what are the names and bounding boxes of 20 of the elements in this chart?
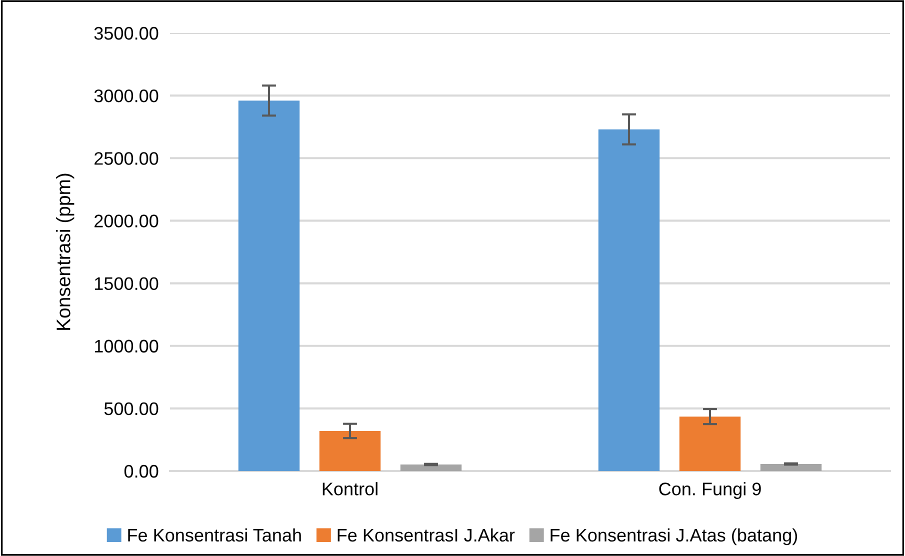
y-tick-label: 1500.00 <box>95 277 158 290</box>
y-tick-label: 1000.00 <box>95 340 158 353</box>
bar <box>679 416 741 471</box>
bar <box>238 100 300 471</box>
bar <box>400 464 462 471</box>
legend-label: Fe Konsentrasi Tanah <box>128 528 301 542</box>
legend-label: Fe Konsentrasi J.Atas (batang) <box>550 528 798 546</box>
y-tick-label: 3500.00 <box>94 26 158 40</box>
y-tick-label: 3000.00 <box>94 90 158 102</box>
bar <box>598 129 660 471</box>
y-tick-label: 500.00 <box>104 402 158 416</box>
y-axis-title: Konsentrasi (ppm) <box>56 174 74 330</box>
y-tick-label: 2500.00 <box>94 152 158 165</box>
x-tick-label: Kontrol <box>322 482 378 496</box>
bar <box>760 464 822 471</box>
y-tick-label: 2000.00 <box>94 214 158 228</box>
bar <box>319 430 381 471</box>
legend-label: Fe KonsentrasI J.Akar <box>338 528 515 542</box>
x-tick-label: Con. Fungi 9 <box>659 482 761 499</box>
y-tick-label: 0.00 <box>124 464 158 478</box>
